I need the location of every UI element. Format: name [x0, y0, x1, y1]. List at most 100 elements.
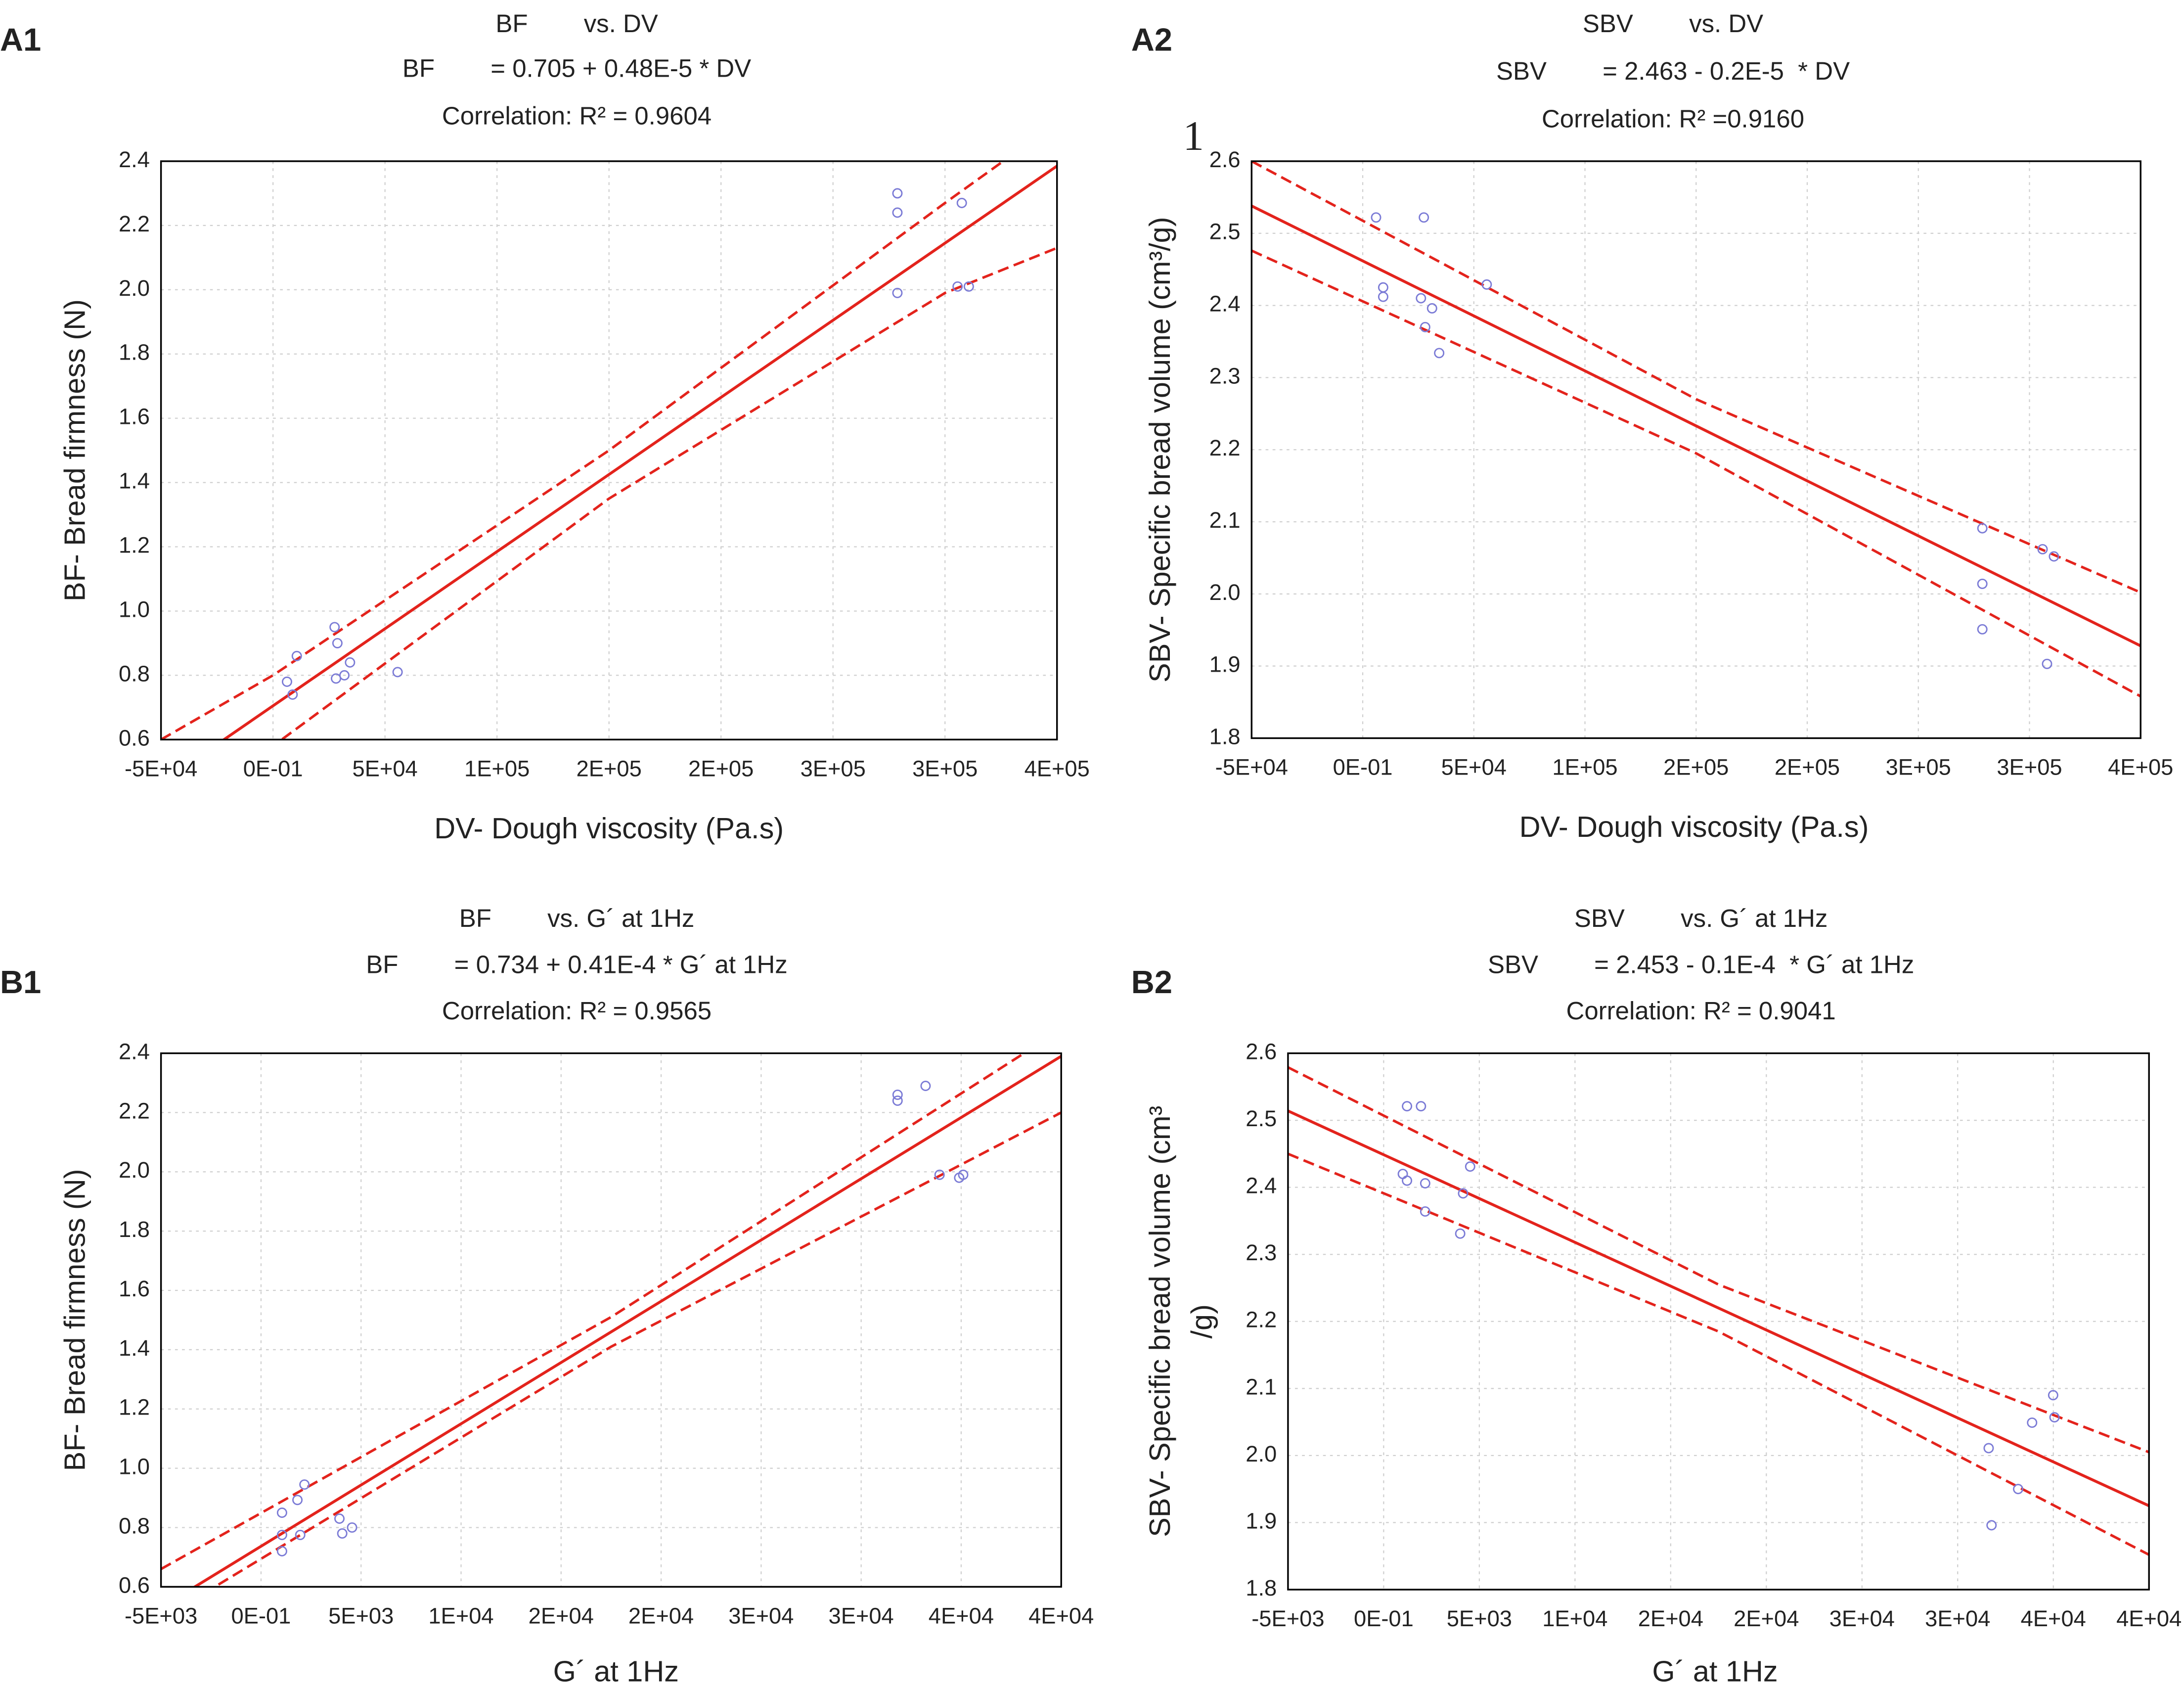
- data-point: [287, 689, 298, 700]
- x-tick-label: 2E+05: [577, 756, 642, 781]
- data-point: [2048, 1390, 2058, 1401]
- plot-frame: [1287, 1052, 2150, 1591]
- x-tick-label: 2E+05: [688, 756, 754, 781]
- data-point: [347, 1522, 357, 1533]
- plot-area: [161, 1053, 1062, 1587]
- regression-line: [1251, 204, 2141, 647]
- x-tick-label: 2E+05: [1663, 755, 1729, 780]
- y-tick-label: 0.8: [119, 1513, 150, 1538]
- x-tick-label: 3E+05: [801, 756, 866, 781]
- confidence-band-upper: [161, 161, 1006, 740]
- y-tick-label: 1.4: [119, 1335, 150, 1361]
- data-point: [2049, 1412, 2060, 1423]
- y-tick-label: 2.0: [1209, 580, 1241, 605]
- y-tick-label: 1.8: [119, 340, 150, 365]
- x-tick-label: 1E+05: [464, 756, 530, 781]
- y-axis-label: BF- Bread firmness (N): [58, 299, 91, 601]
- x-tick-label: 4E+04: [929, 1603, 994, 1629]
- y-tick-label: 2.1: [1246, 1374, 1277, 1399]
- x-tick-label: 4E+04: [2116, 1606, 2182, 1631]
- chart-title: BF = 0.734 + 0.41E-4 * G´ at 1Hz: [366, 950, 787, 978]
- x-tick-label: 4E+05: [2108, 755, 2173, 780]
- data-point: [892, 1095, 903, 1106]
- data-point: [339, 670, 350, 681]
- y-tick-label: 2.1: [1209, 507, 1241, 533]
- y-tick-label: 2.0: [119, 1157, 150, 1183]
- confidence-band-lower: [279, 246, 1057, 740]
- x-axis-label: DV- Dough viscosity (Pa.s): [434, 812, 784, 845]
- data-point: [1986, 1520, 1997, 1531]
- x-tick-label: 4E+04: [1028, 1603, 1094, 1629]
- x-tick-label: 4E+05: [1025, 756, 1090, 781]
- x-axis-label: DV- Dough viscosity (Pa.s): [1519, 810, 1869, 843]
- y-tick-label: 2.0: [1246, 1441, 1277, 1466]
- x-tick-label: 3E+04: [829, 1603, 894, 1629]
- y-axis-label: BF- Bread firmness (N): [58, 1169, 91, 1471]
- chart-panel: A1 BF vs. DV BF = 0.705 + 0.48E-5 * DV Corr…: [0, 9, 1090, 845]
- data-point: [2049, 551, 2059, 562]
- data-point: [337, 1528, 348, 1539]
- data-point: [1465, 1161, 1475, 1172]
- x-tick-label: 5E+03: [1447, 1606, 1512, 1631]
- y-tick-label: 2.4: [119, 147, 150, 172]
- panel-label: A1: [0, 21, 41, 57]
- y-tick-label: 1.8: [119, 1217, 150, 1242]
- chart-title: BF vs. G´ at 1Hz: [459, 904, 695, 932]
- x-tick-label: 5E+04: [1441, 755, 1507, 780]
- data-point: [2013, 1484, 2024, 1495]
- data-point: [1378, 291, 1388, 302]
- x-tick-label: 3E+04: [1925, 1606, 1990, 1631]
- x-tick-label: 5E+03: [328, 1603, 394, 1629]
- confidence-band-upper: [1288, 1066, 2149, 1454]
- data-point: [1983, 1443, 1994, 1454]
- data-point: [1397, 1169, 1408, 1180]
- data-point: [1455, 1228, 1466, 1239]
- y-tick-label: 2.3: [1209, 363, 1241, 388]
- panel-label: B2: [1131, 964, 1172, 1000]
- x-tick-label: 3E+05: [1997, 755, 2062, 780]
- x-tick-label: 0E-01: [1354, 1606, 1414, 1631]
- chart-title: Correlation: R² = 0.9565: [442, 997, 712, 1025]
- x-tick-label: 3E+05: [1886, 755, 1951, 780]
- chart-panel: A2 SBV vs. DV SBV = 2.463 - 0.2E-5 * DV Cor…: [1131, 9, 2174, 843]
- data-point: [1378, 282, 1388, 293]
- y-tick-label: 0.6: [119, 1572, 150, 1598]
- data-point: [1420, 1206, 1430, 1217]
- y-axis-label: /g): [1185, 1304, 1218, 1338]
- data-point: [1420, 321, 1430, 332]
- data-point: [295, 1529, 306, 1540]
- y-tick-label: 2.2: [1246, 1307, 1277, 1332]
- y-tick-label: 0.8: [119, 661, 150, 686]
- y-tick-label: 1.9: [1209, 652, 1241, 677]
- data-point: [1371, 212, 1382, 223]
- data-point: [1419, 212, 1429, 223]
- y-tick-label: 1.8: [1209, 724, 1241, 749]
- y-tick-label: 1.8: [1246, 1575, 1277, 1601]
- data-point: [1420, 1178, 1430, 1189]
- x-tick-label: 2E+04: [529, 1603, 594, 1629]
- y-tick-label: 2.2: [119, 211, 150, 236]
- data-point: [952, 281, 963, 292]
- plot-area: [1251, 161, 2141, 698]
- x-tick-label: 3E+05: [912, 756, 978, 781]
- confidence-band-upper: [161, 1053, 1026, 1570]
- chart-title: Correlation: R² =0.9160: [1542, 104, 1804, 133]
- data-point: [1481, 279, 1492, 290]
- data-point: [392, 667, 403, 678]
- data-point: [1416, 1101, 1426, 1112]
- chart-title: Correlation: R² = 0.9604: [442, 102, 712, 130]
- data-point: [1458, 1188, 1469, 1199]
- data-point: [1977, 578, 1988, 589]
- plot-frame: [160, 160, 1058, 741]
- x-tick-label: -5E+04: [1215, 755, 1288, 780]
- data-point: [2042, 658, 2052, 669]
- data-point: [329, 622, 340, 633]
- data-point: [292, 1495, 303, 1506]
- data-point: [892, 188, 903, 199]
- data-point: [892, 207, 903, 218]
- data-point: [2037, 544, 2048, 554]
- data-point: [334, 1513, 345, 1524]
- data-point: [920, 1080, 931, 1091]
- data-point: [2027, 1417, 2038, 1428]
